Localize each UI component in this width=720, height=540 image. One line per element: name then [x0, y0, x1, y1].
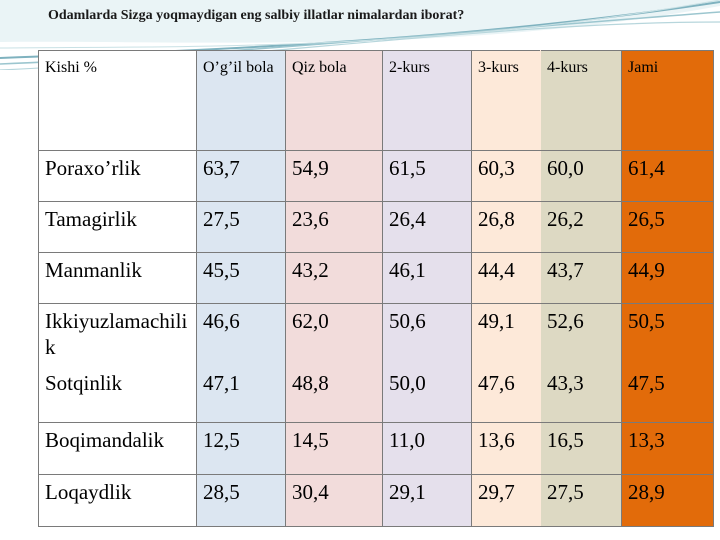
table-cell: 29,1	[382, 474, 472, 527]
table-cell: 23,6	[285, 201, 383, 253]
table-cell: 63,7	[196, 150, 286, 202]
table-cell: 47,1	[196, 369, 286, 423]
table-cell: 27,5	[196, 201, 286, 253]
table-cell: 43,2	[285, 252, 383, 304]
table-cell: 13,3	[621, 422, 714, 475]
table-cell: 26,5	[621, 201, 714, 253]
row-label: Tamagirlik	[38, 201, 197, 253]
table-cell: 43,3	[540, 369, 622, 423]
table-cell: 43,7	[540, 252, 622, 304]
table-cell: 61,4	[621, 150, 714, 202]
table-row: Boqimandalik 12,5 14,5 11,0 13,6 16,5 13…	[38, 422, 714, 475]
table-cell: 27,5	[540, 474, 622, 527]
table-row: Poraxo’rlik 63,7 54,9 61,5 60,3 60,0 61,…	[38, 150, 714, 202]
table-cell: 14,5	[285, 422, 383, 475]
row-label: Boqimandalik	[38, 422, 197, 475]
table-cell: 54,9	[285, 150, 383, 202]
header-cell: O’g’il bola	[196, 50, 286, 151]
header-cell: Kishi %	[38, 50, 197, 151]
table-cell: 26,4	[382, 201, 472, 253]
header-cell: 4-kurs	[540, 50, 622, 151]
table-cell: 46,1	[382, 252, 472, 304]
table-cell: 30,4	[285, 474, 383, 527]
table-cell: 50,0	[382, 369, 472, 423]
table-row: Manmanlik 45,5 43,2 46,1 44,4 43,7 44,9	[38, 252, 714, 304]
table-cell: 26,2	[540, 201, 622, 253]
header-cell: Jami	[621, 50, 714, 151]
table-cell: 52,6	[540, 303, 622, 370]
table-row: Tamagirlik 27,5 23,6 26,4 26,8 26,2 26,5	[38, 201, 714, 253]
table-cell: 28,5	[196, 474, 286, 527]
table-cell: 45,5	[196, 252, 286, 304]
table-header-row: Kishi % O’g’il bola Qiz bola 2-kurs 3-ku…	[38, 50, 714, 151]
table-cell: 60,0	[540, 150, 622, 202]
table-cell: 44,4	[471, 252, 541, 304]
row-label: Manmanlik	[38, 252, 197, 304]
table-cell: 46,6	[196, 303, 286, 370]
table-cell: 62,0	[285, 303, 383, 370]
row-label: Poraxo’rlik	[38, 150, 197, 202]
table-cell: 16,5	[540, 422, 622, 475]
table-cell: 47,5	[621, 369, 714, 423]
header-cell: 3-kurs	[471, 50, 541, 151]
table-cell: 60,3	[471, 150, 541, 202]
table-cell: 50,6	[382, 303, 472, 370]
table-row: Ikkiyuzlamachilik 46,6 62,0 50,6 49,1 52…	[38, 303, 714, 370]
table-cell: 11,0	[382, 422, 472, 475]
row-label: Ikkiyuzlamachilik	[38, 303, 197, 370]
table-cell: 13,6	[471, 422, 541, 475]
row-label: Sotqinlik	[38, 369, 197, 423]
table-cell: 50,5	[621, 303, 714, 370]
header-cell: 2-kurs	[382, 50, 472, 151]
header-cell: Qiz bola	[285, 50, 383, 151]
table-cell: 28,9	[621, 474, 714, 527]
table-cell: 47,6	[471, 369, 541, 423]
table-cell: 12,5	[196, 422, 286, 475]
table-cell: 26,8	[471, 201, 541, 253]
table-cell: 49,1	[471, 303, 541, 370]
row-label: Loqaydlik	[38, 474, 197, 527]
table-row: Loqaydlik 28,5 30,4 29,1 29,7 27,5 28,9	[38, 474, 714, 527]
table-cell: 48,8	[285, 369, 383, 423]
survey-question-title: Odamlarda Sizga yoqmaydigan eng salbiy i…	[48, 8, 465, 23]
table-row: Sotqinlik 47,1 48,8 50,0 47,6 43,3 47,5	[38, 369, 714, 423]
survey-results-table: Kishi % O’g’il bola Qiz bola 2-kurs 3-ku…	[38, 50, 714, 527]
table-cell: 44,9	[621, 252, 714, 304]
table-cell: 61,5	[382, 150, 472, 202]
table-cell: 29,7	[471, 474, 541, 527]
